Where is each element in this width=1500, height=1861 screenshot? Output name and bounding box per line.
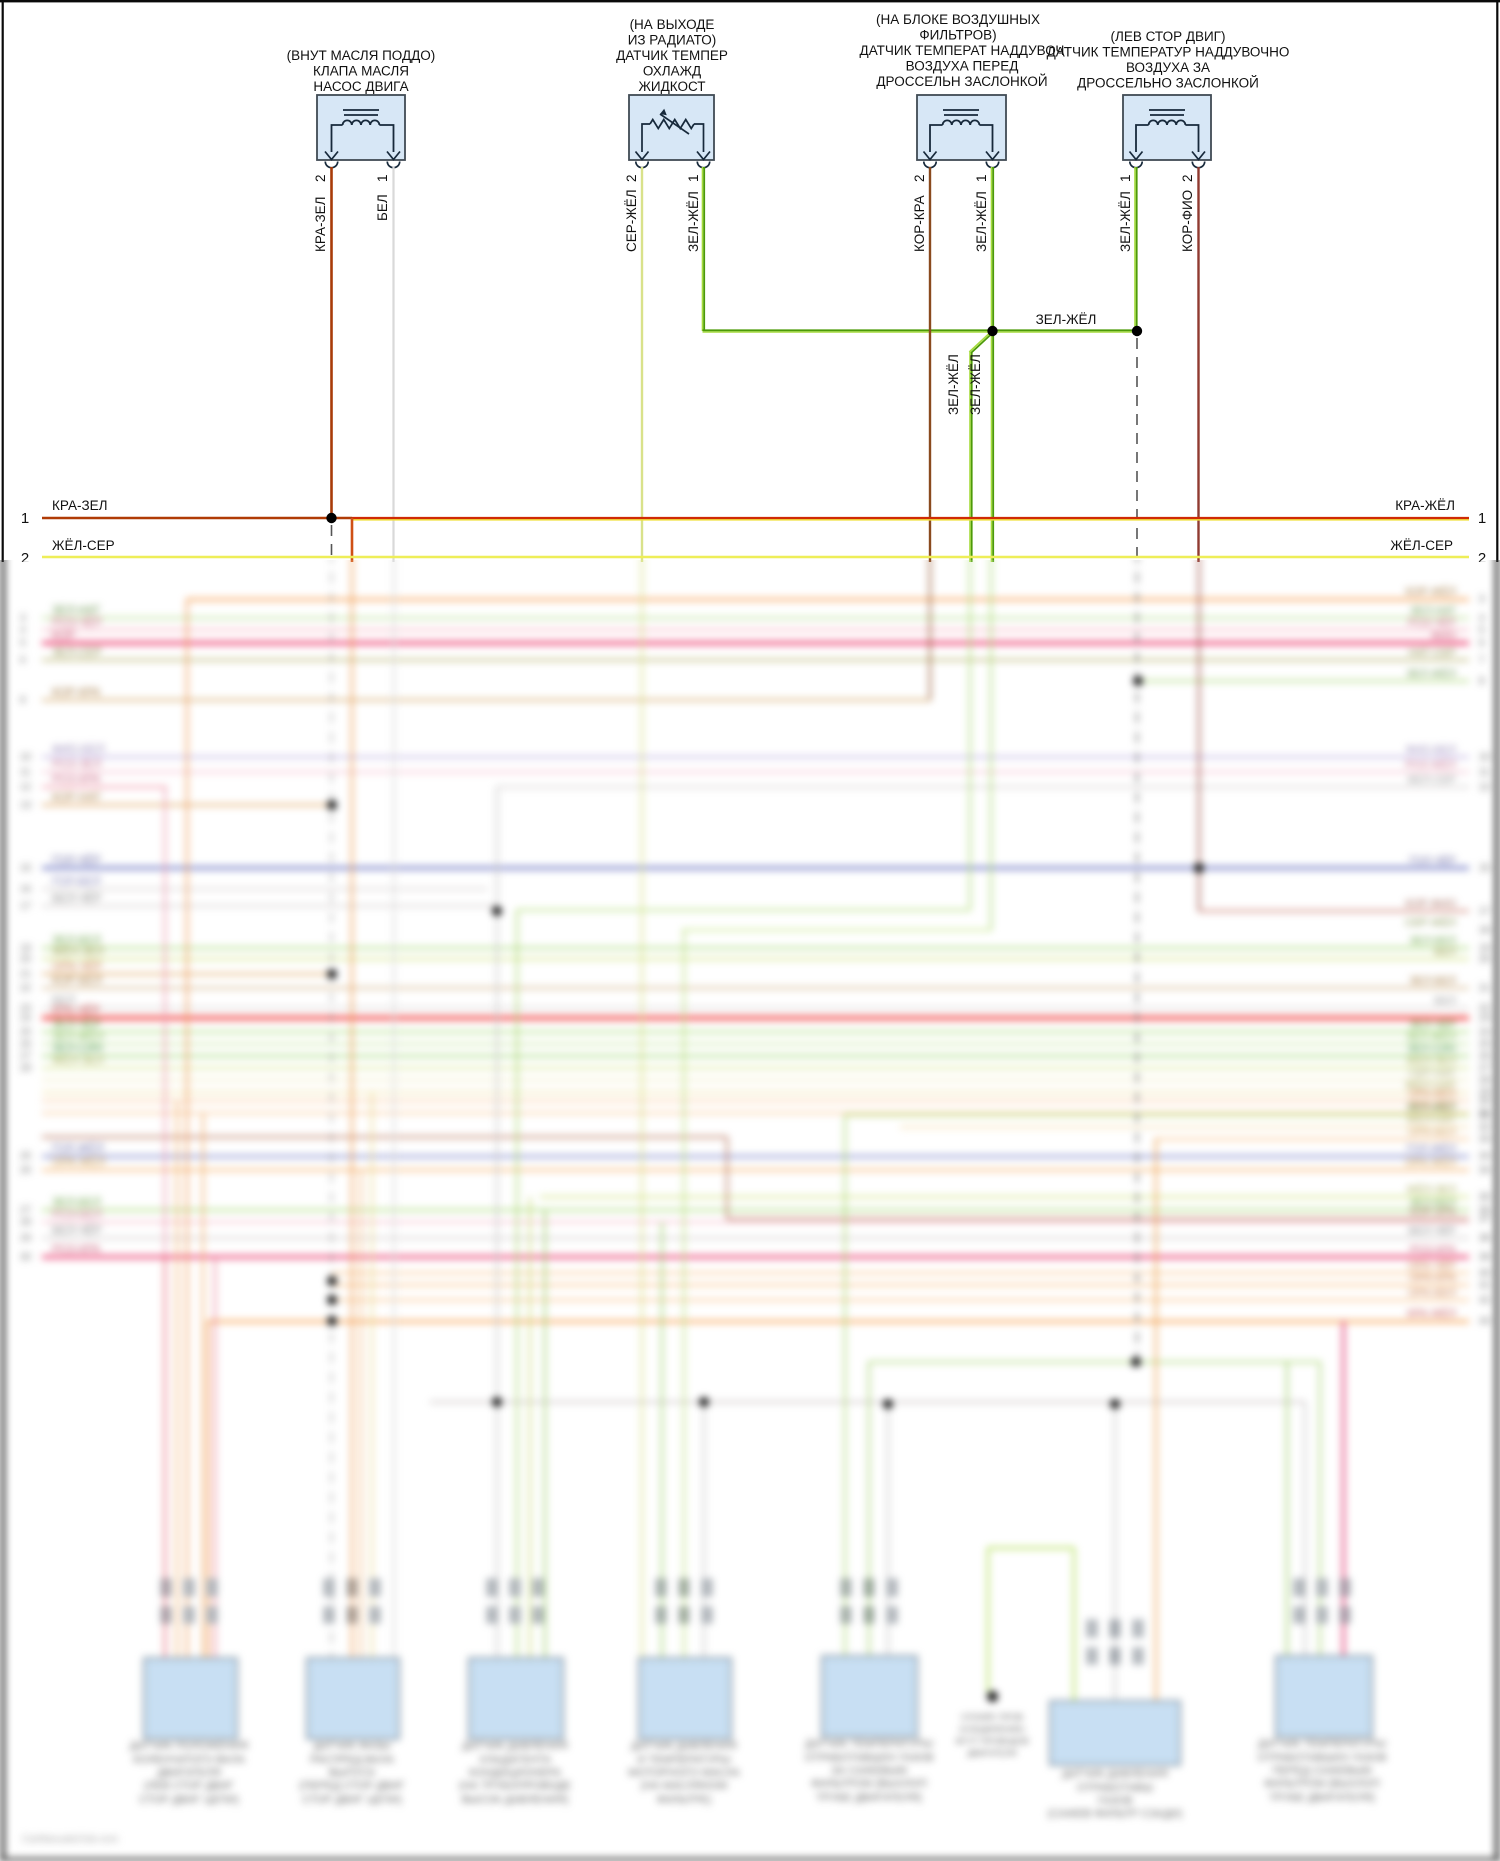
svg-text:ЗЕЛ-ЖЁЛ: ЗЕЛ-ЖЁЛ xyxy=(968,354,983,415)
svg-text:ДАТЧИК ТЕМПЕРАТ НАДДУВОЧ: ДАТЧИК ТЕМПЕРАТ НАДДУВОЧ xyxy=(860,43,1065,58)
svg-text:СЕР-ЖЁЛ: СЕР-ЖЁЛ xyxy=(624,189,639,252)
svg-text:(НА БЛОКЕ ВОЗДУШНЫХ: (НА БЛОКЕ ВОЗДУШНЫХ xyxy=(876,12,1040,27)
svg-text:ЖИДКОСТ: ЖИДКОСТ xyxy=(638,79,705,94)
svg-text:ОХЛАЖД: ОХЛАЖД xyxy=(643,64,701,79)
svg-text:ДРОССЕЛЬНО ЗАСЛОНКОЙ: ДРОССЕЛЬНО ЗАСЛОНКОЙ xyxy=(1077,76,1259,91)
svg-text:ЗЕЛ-ЖЁЛ: ЗЕЛ-ЖЁЛ xyxy=(974,191,989,252)
svg-text:1: 1 xyxy=(686,174,701,182)
svg-text:2: 2 xyxy=(21,550,29,562)
svg-text:ЗЕЛ-ЖЁЛ: ЗЕЛ-ЖЁЛ xyxy=(1036,312,1097,327)
svg-text:1: 1 xyxy=(1478,510,1486,527)
svg-text:2: 2 xyxy=(1478,550,1486,562)
svg-text:1: 1 xyxy=(375,174,390,182)
svg-text:ДАТЧИК ТЕМПЕР: ДАТЧИК ТЕМПЕР xyxy=(616,48,728,63)
svg-text:КРА-ЗЕЛ: КРА-ЗЕЛ xyxy=(52,498,107,513)
svg-text:ЗЕЛ-ЖЁЛ: ЗЕЛ-ЖЁЛ xyxy=(1118,191,1133,252)
svg-text:НАСОС ДВИГА: НАСОС ДВИГА xyxy=(313,79,408,94)
svg-text:КОР-КРА: КОР-КРА xyxy=(912,195,927,252)
svg-text:ЗЕЛ-ЖЁЛ: ЗЕЛ-ЖЁЛ xyxy=(686,191,701,252)
svg-text:2: 2 xyxy=(1180,174,1195,182)
svg-text:1: 1 xyxy=(1118,174,1133,182)
svg-text:(ЛЕВ СТОР ДВИГ): (ЛЕВ СТОР ДВИГ) xyxy=(1111,29,1226,44)
svg-text:2: 2 xyxy=(912,174,927,182)
svg-text:ВОЗДУХА ЗА: ВОЗДУХА ЗА xyxy=(1126,60,1210,75)
svg-text:ФИЛЬТРОВ): ФИЛЬТРОВ) xyxy=(919,28,996,43)
svg-text:ВОЗДУХА ПЕРЕД: ВОЗДУХА ПЕРЕД xyxy=(906,59,1019,74)
svg-text:ДРОССЕЛЬН ЗАСЛОНКОЙ: ДРОССЕЛЬН ЗАСЛОНКОЙ xyxy=(876,74,1047,89)
svg-text:ЖЁЛ-СЕР: ЖЁЛ-СЕР xyxy=(52,538,115,553)
svg-text:2: 2 xyxy=(313,174,328,182)
svg-text:БЕЛ: БЕЛ xyxy=(375,194,390,221)
svg-text:1: 1 xyxy=(21,510,29,527)
svg-text:ЗЕЛ-ЖЁЛ: ЗЕЛ-ЖЁЛ xyxy=(946,354,961,415)
svg-text:КРА-ЗЕЛ: КРА-ЗЕЛ xyxy=(313,197,328,252)
svg-text:2: 2 xyxy=(624,174,639,182)
svg-text:(НА ВЫХОДЕ: (НА ВЫХОДЕ xyxy=(630,17,715,32)
svg-text:ДАТЧИК ТЕМПЕРАТУР НАДДУВОЧНО: ДАТЧИК ТЕМПЕРАТУР НАДДУВОЧНО xyxy=(1047,45,1290,60)
svg-text:(ВНУТ МАСЛЯ ПОДДО): (ВНУТ МАСЛЯ ПОДДО) xyxy=(287,48,436,63)
svg-text:ЖЁЛ-СЕР: ЖЁЛ-СЕР xyxy=(1390,538,1453,553)
svg-text:КОР-ФИО: КОР-ФИО xyxy=(1180,190,1195,252)
svg-text:КРА-ЖЁЛ: КРА-ЖЁЛ xyxy=(1395,498,1455,513)
svg-text:КЛАПА МАСЛЯ: КЛАПА МАСЛЯ xyxy=(313,64,409,79)
svg-text:1: 1 xyxy=(974,174,989,182)
svg-text:ИЗ РАДИАТО): ИЗ РАДИАТО) xyxy=(628,33,717,48)
